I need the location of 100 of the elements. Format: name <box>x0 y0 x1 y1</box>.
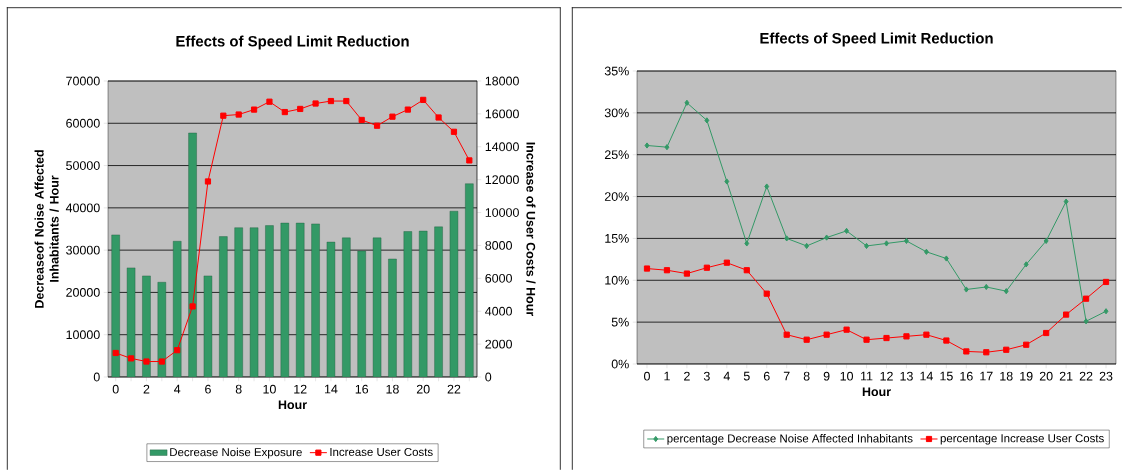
point <box>743 267 750 274</box>
y-tick-label: 10% <box>605 275 629 285</box>
y-tick-label: 10000 <box>66 330 100 340</box>
point <box>863 336 870 343</box>
y2-tick-label: 6000 <box>485 273 512 283</box>
point <box>297 105 304 113</box>
y-axis-title: Decreaseof Noise Affected Inhabitants / Hour <box>34 150 59 308</box>
x-tick-label: 22 <box>447 384 461 394</box>
x-tick-label: 20 <box>416 384 430 394</box>
point <box>664 144 670 151</box>
point <box>1083 318 1089 325</box>
point <box>435 114 442 121</box>
point <box>1063 198 1069 205</box>
y2-tick-label: 12000 <box>485 175 519 185</box>
point <box>143 358 150 365</box>
x-tick-label: 19 <box>1020 371 1033 381</box>
x-tick-label: 14 <box>324 384 338 394</box>
x-tick-label: 4 <box>723 371 730 381</box>
point <box>744 240 750 247</box>
point <box>804 242 810 250</box>
point <box>1043 329 1050 337</box>
point <box>983 283 989 291</box>
point <box>684 99 690 106</box>
point <box>943 255 949 262</box>
x-tick-label: 15 <box>940 371 953 381</box>
point <box>843 326 850 333</box>
y-tick-label: 40000 <box>65 203 100 213</box>
point <box>420 96 427 103</box>
point <box>703 264 710 271</box>
x-tick-label: 16 <box>355 384 369 394</box>
point <box>1003 288 1009 295</box>
point <box>189 303 196 310</box>
point <box>358 116 365 124</box>
point <box>844 227 850 234</box>
y-tick-label: 30000 <box>66 245 100 255</box>
y-tick-label: 20000 <box>66 288 100 297</box>
point <box>644 142 650 149</box>
point <box>174 347 181 354</box>
point <box>784 235 790 242</box>
point <box>404 106 411 113</box>
x-tick-label: 6 <box>205 384 211 394</box>
point <box>943 337 950 344</box>
point <box>158 358 165 365</box>
x-tick-label: 2 <box>684 371 690 381</box>
x-tick-label: 12 <box>294 384 307 394</box>
point <box>343 97 350 105</box>
point <box>204 178 212 185</box>
point <box>1023 341 1030 348</box>
chart-title: Effects of Speed Limit Reduction <box>176 35 409 50</box>
x-tick-label: 16 <box>960 371 973 381</box>
point <box>883 334 890 342</box>
point <box>389 113 396 120</box>
point <box>281 108 288 116</box>
x-tick-label: 18 <box>386 384 399 394</box>
chart-title: Effects of Speed Limit Reduction <box>760 32 993 47</box>
y2-tick-label: 18000 <box>485 76 519 86</box>
x-tick-label: 7 <box>783 371 790 381</box>
point <box>824 234 830 241</box>
legend-label: Decrease Noise Exposure <box>170 447 302 459</box>
x-tick-label: 1 <box>664 371 670 381</box>
point <box>266 98 273 105</box>
point <box>823 331 830 338</box>
point <box>466 157 473 164</box>
point <box>220 112 227 119</box>
point <box>983 349 990 356</box>
y-tick-label: 20% <box>604 192 629 201</box>
point <box>112 349 119 357</box>
point <box>312 100 319 107</box>
y-tick-label: 15% <box>605 234 629 243</box>
point <box>763 290 770 297</box>
x-tick-label: 6 <box>763 371 770 381</box>
x-tick-label: 14 <box>920 371 933 381</box>
legend-label: percentage Decrease Noise Affected Inhabitants <box>667 434 913 445</box>
x-axis-title: Hour <box>278 400 307 410</box>
point <box>1102 278 1110 286</box>
point <box>923 331 930 338</box>
y-tick-label: 60000 <box>66 118 100 128</box>
point <box>663 267 671 274</box>
y-tick-label: 30% <box>604 108 629 118</box>
point <box>963 286 969 293</box>
x-axis-title: Hour <box>862 387 891 397</box>
point <box>643 265 651 272</box>
x-tick-label: 23 <box>1099 371 1113 381</box>
bar <box>157 282 167 377</box>
point <box>963 348 970 355</box>
point <box>235 111 242 118</box>
point <box>923 248 929 255</box>
bar <box>111 234 120 377</box>
point <box>783 331 790 338</box>
point <box>723 259 730 266</box>
x-tick-label: 0 <box>644 371 650 381</box>
y-tick-label: 0% <box>611 359 629 369</box>
x-tick-label: 8 <box>803 371 810 381</box>
legend-label: percentage Increase User Costs <box>940 434 1104 445</box>
point <box>127 355 135 362</box>
point <box>704 117 710 124</box>
point <box>683 270 691 277</box>
x-tick-label: 4 <box>174 384 181 394</box>
x-tick-label: 8 <box>235 384 242 394</box>
point <box>327 97 335 105</box>
